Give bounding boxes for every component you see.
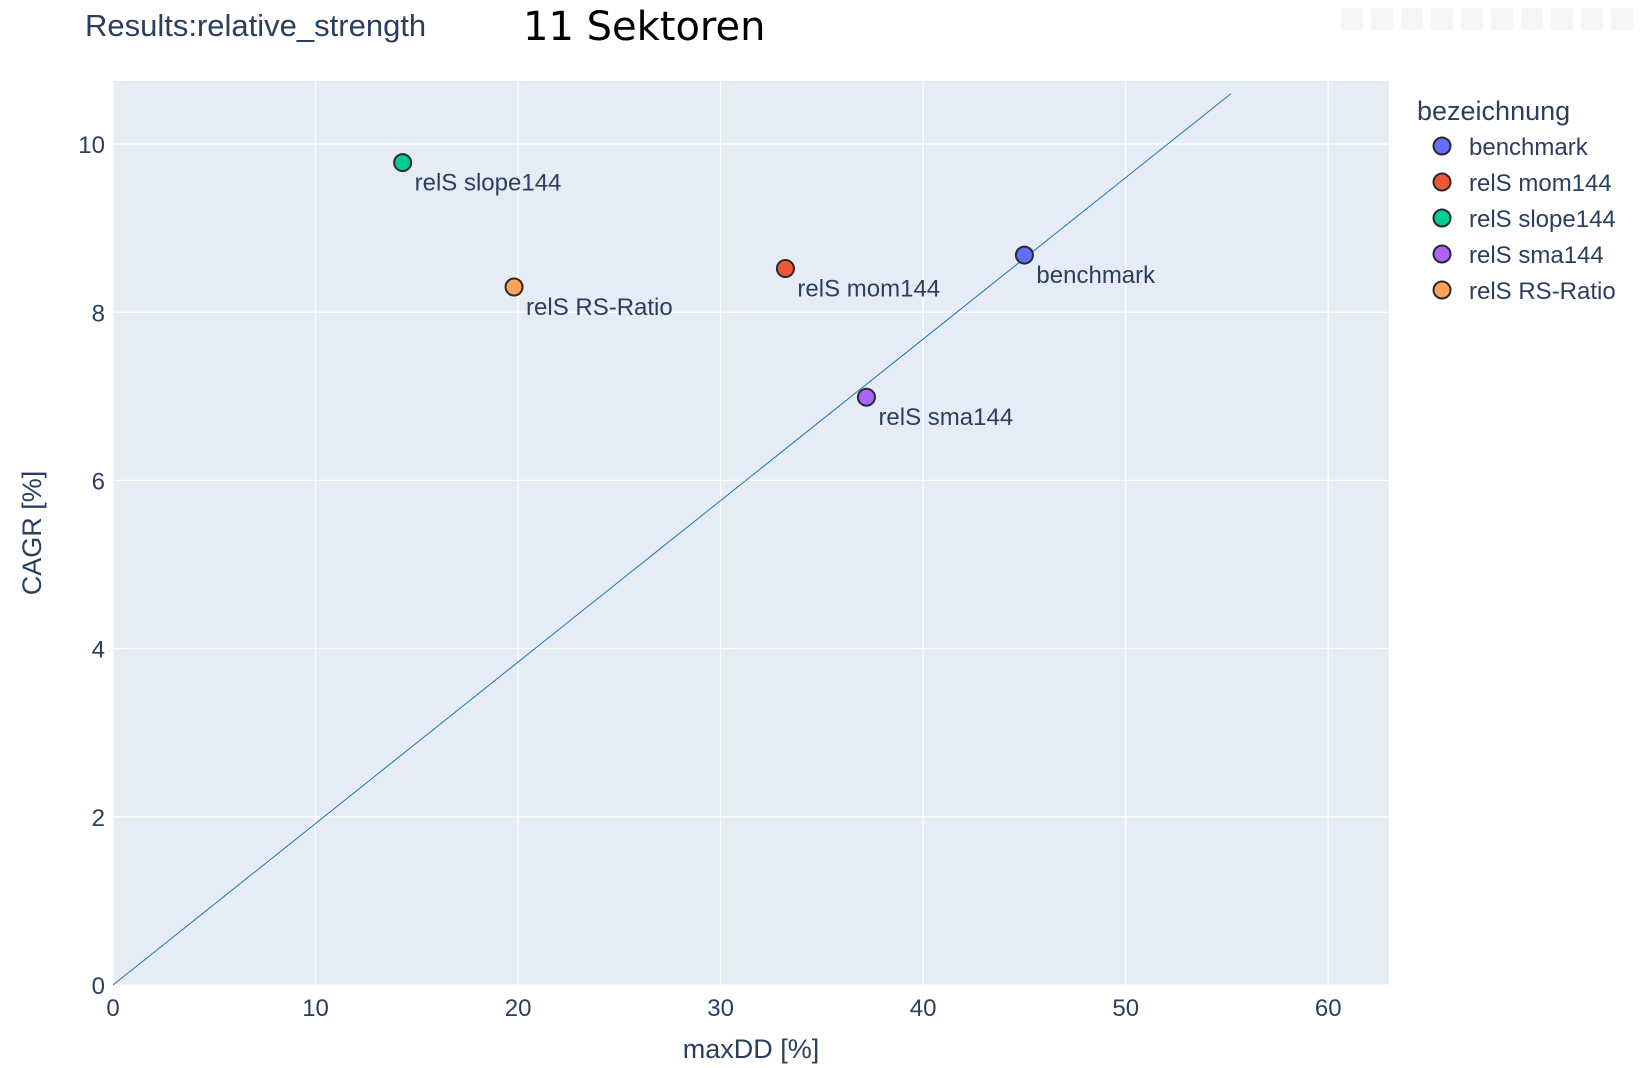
x-axis-label: maxDD [%] <box>683 1034 820 1064</box>
legend-label: relS mom144 <box>1469 170 1612 197</box>
legend-marker <box>1432 136 1452 156</box>
data-point-label: relS RS-Ratio <box>526 294 673 321</box>
data-point[interactable] <box>504 277 524 297</box>
chart-annotation: 11 Sektoren <box>523 4 766 50</box>
zoom-in-icon[interactable] <box>1491 8 1513 30</box>
y-tick-label: 6 <box>92 468 105 495</box>
legend-marker <box>1432 280 1452 300</box>
lasso-select-icon[interactable] <box>1461 8 1483 30</box>
legend-item[interactable]: benchmark <box>1432 134 1589 161</box>
x-tick-label: 0 <box>106 995 119 1022</box>
legend[interactable]: bezeichnung benchmark relS mom144 relS slo… <box>1417 96 1616 305</box>
pan-icon[interactable] <box>1401 8 1423 30</box>
x-tick-label: 60 <box>1315 995 1342 1022</box>
data-point-label: relS slope144 <box>415 170 562 197</box>
legend-label: relS RS-Ratio <box>1469 278 1616 305</box>
y-tick-label: 2 <box>92 805 105 832</box>
legend-label: relS slope144 <box>1469 206 1616 233</box>
camera-icon[interactable] <box>1341 8 1363 30</box>
data-point-label: relS mom144 <box>797 276 940 303</box>
x-tick-label: 50 <box>1112 995 1139 1022</box>
y-tick-label: 4 <box>92 637 105 664</box>
data-point[interactable] <box>1014 245 1034 265</box>
axis-ticks: 0 10 20 30 40 50 60 0 2 4 6 8 10 <box>78 132 1341 1022</box>
data-points[interactable] <box>393 153 1034 407</box>
reset-axes-icon[interactable] <box>1581 8 1603 30</box>
data-point[interactable] <box>775 259 795 279</box>
modebar-toolbar[interactable] <box>1341 8 1633 30</box>
plotly-logo-icon[interactable] <box>1611 8 1633 30</box>
reference-line <box>112 93 1232 986</box>
box-select-icon[interactable] <box>1431 8 1453 30</box>
grid-lines <box>112 81 1389 986</box>
y-axis-label: CAGR [%] <box>17 471 47 596</box>
legend-marker <box>1432 244 1452 264</box>
plot-area[interactable] <box>113 81 1389 985</box>
x-tick-label: 10 <box>302 995 329 1022</box>
point-labels: benchmark relS mom144 relS slope144 relS sm… <box>415 170 1157 432</box>
legend-item[interactable]: relS slope144 <box>1432 206 1616 233</box>
zoom-out-icon[interactable] <box>1521 8 1543 30</box>
legend-marker <box>1432 172 1452 192</box>
legend-marker <box>1432 208 1452 228</box>
legend-label: benchmark <box>1469 134 1589 161</box>
legend-title: bezeichnung <box>1417 96 1570 126</box>
x-tick-label: 20 <box>505 995 532 1022</box>
data-point-label: benchmark <box>1036 262 1156 289</box>
y-tick-label: 0 <box>92 973 105 1000</box>
x-tick-label: 40 <box>910 995 937 1022</box>
data-point[interactable] <box>856 387 876 407</box>
zoom-icon[interactable] <box>1371 8 1393 30</box>
legend-label: relS sma144 <box>1469 242 1604 269</box>
legend-item[interactable]: relS RS-Ratio <box>1432 278 1616 305</box>
legend-item[interactable]: relS mom144 <box>1432 170 1612 197</box>
data-point[interactable] <box>393 153 413 173</box>
reference-line-layer <box>112 93 1232 986</box>
legend-item[interactable]: relS sma144 <box>1432 242 1604 269</box>
y-tick-label: 10 <box>78 132 105 159</box>
data-point-label: relS sma144 <box>878 404 1013 431</box>
autoscale-icon[interactable] <box>1551 8 1573 30</box>
chart-title: Results:relative_strength <box>85 8 427 43</box>
y-tick-label: 8 <box>92 300 105 327</box>
x-tick-label: 30 <box>707 995 734 1022</box>
